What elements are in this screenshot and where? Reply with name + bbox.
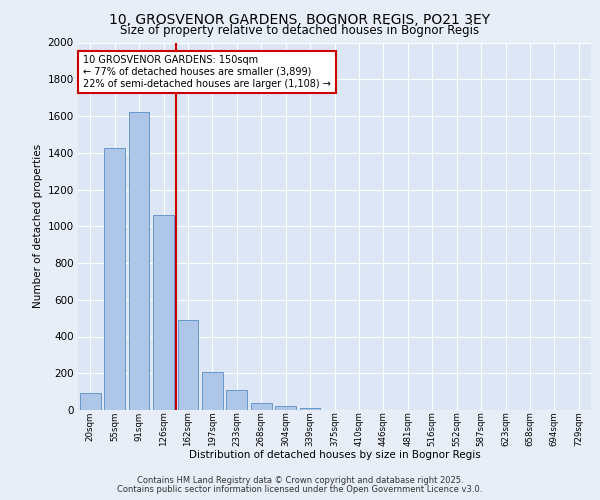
Text: 10 GROSVENOR GARDENS: 150sqm
← 77% of detached houses are smaller (3,899)
22% of: 10 GROSVENOR GARDENS: 150sqm ← 77% of de… <box>83 56 331 88</box>
Bar <box>202 372 223 410</box>
Text: Size of property relative to detached houses in Bognor Regis: Size of property relative to detached ho… <box>121 24 479 37</box>
Bar <box>104 148 125 410</box>
Text: 10, GROSVENOR GARDENS, BOGNOR REGIS, PO21 3EY: 10, GROSVENOR GARDENS, BOGNOR REGIS, PO2… <box>109 12 491 26</box>
Bar <box>153 215 174 410</box>
Y-axis label: Number of detached properties: Number of detached properties <box>34 144 43 308</box>
X-axis label: Distribution of detached houses by size in Bognor Regis: Distribution of detached houses by size … <box>188 450 481 460</box>
Bar <box>226 390 247 410</box>
Bar <box>275 406 296 410</box>
Bar <box>128 112 149 410</box>
Bar <box>80 394 101 410</box>
Text: Contains public sector information licensed under the Open Government Licence v3: Contains public sector information licen… <box>118 484 482 494</box>
Text: Contains HM Land Registry data © Crown copyright and database right 2025.: Contains HM Land Registry data © Crown c… <box>137 476 463 485</box>
Bar <box>299 408 320 410</box>
Bar <box>178 320 199 410</box>
Bar <box>251 402 272 410</box>
